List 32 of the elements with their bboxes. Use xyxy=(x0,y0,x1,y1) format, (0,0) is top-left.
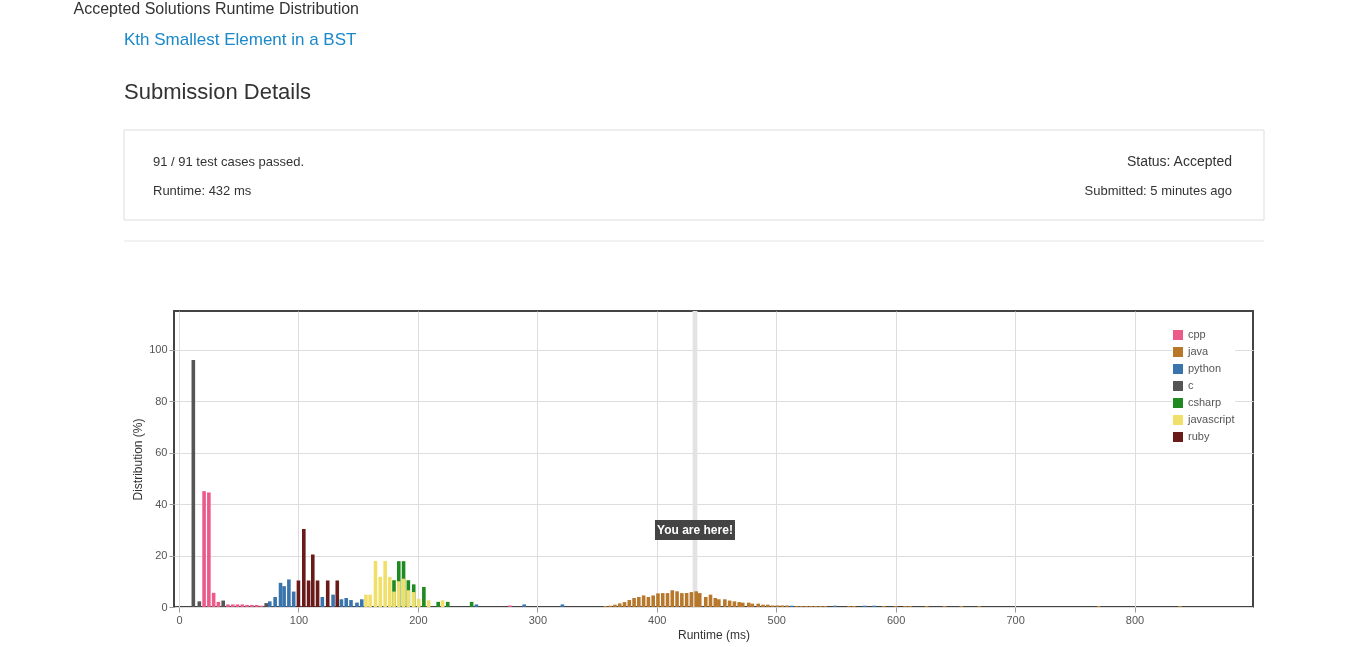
text: Submitted: 5 minutes ago xyxy=(1084,183,1232,198)
x-tick-label: 800 xyxy=(1125,613,1145,626)
x-tick-label: 100 xyxy=(289,613,309,626)
y-axis-title: Distribution (%) xyxy=(131,418,146,501)
y-tick-label: 40 xyxy=(155,497,168,510)
x-tick-label: 700 xyxy=(1006,613,1025,626)
legend-label: java xyxy=(1187,345,1210,357)
legend-label: javascript xyxy=(1187,413,1235,425)
text: Runtime: 432 ms xyxy=(153,183,252,198)
legend-label: ruby xyxy=(1188,430,1210,442)
x-tick-label: 300 xyxy=(528,613,547,626)
x-tick-label: 400 xyxy=(648,613,667,626)
y-tick-label: 20 xyxy=(155,549,168,562)
text: Submission Details xyxy=(124,79,312,104)
x-tick-label: 600 xyxy=(886,613,906,626)
text: 91 / 91 test cases passed. xyxy=(153,154,305,169)
y-tick-label: 60 xyxy=(155,446,168,459)
text: Kth Smallest Element in a BST xyxy=(124,30,357,49)
legend-label: cpp xyxy=(1188,328,1206,340)
x-tick-label: 0 xyxy=(176,613,183,626)
y-tick-label: 0 xyxy=(161,600,168,613)
band-label: You are here! xyxy=(657,523,733,537)
x-tick-label: 500 xyxy=(767,613,786,626)
text: Status: Accepted xyxy=(1126,153,1232,169)
legend-label: python xyxy=(1188,362,1222,374)
x-tick-label: 200 xyxy=(409,613,428,626)
y-tick-label: 100 xyxy=(149,343,168,356)
y-tick-label: 80 xyxy=(155,394,168,407)
x-axis-title: Runtime (ms) xyxy=(677,627,751,642)
legend-label: c xyxy=(1188,379,1194,391)
legend-label: csharp xyxy=(1188,396,1222,408)
chart-title: Accepted Solutions Runtime Distribution xyxy=(73,0,359,17)
